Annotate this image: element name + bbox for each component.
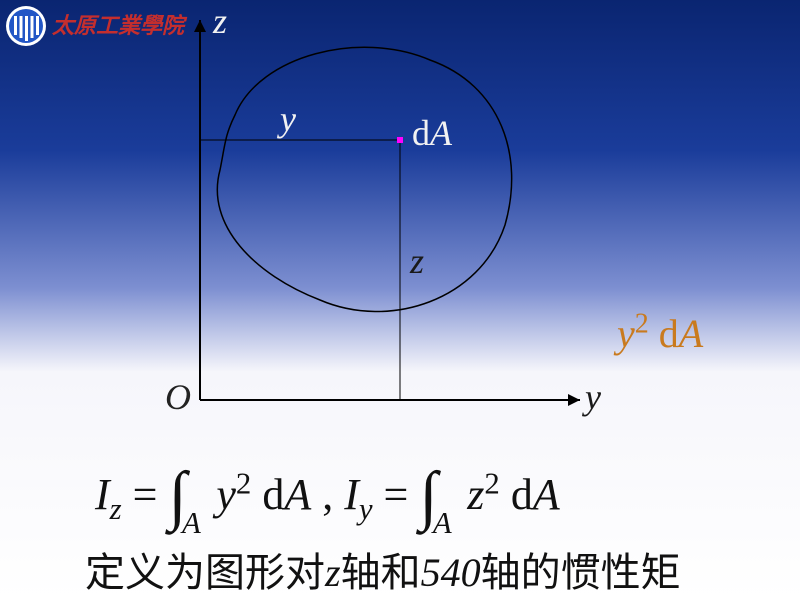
integrand-highlight: y2 dA	[617, 310, 703, 357]
slide-root: 太原工業學院 O y z y z dA y2 dA Iz = ∫A y2 dA …	[0, 0, 800, 600]
origin-label: O	[165, 376, 191, 418]
institution-name: 太原工業學院	[52, 8, 184, 40]
y-axis-label: y	[585, 376, 601, 418]
y-coordinate-label: y	[280, 98, 296, 140]
differential-area-label: dA	[412, 112, 452, 154]
moment-of-inertia-formula: Iz = ∫A y2 dA , Iy = ∫A z2 dA	[95, 450, 560, 526]
z-coordinate-label: z	[410, 240, 424, 282]
definition-caption: 定义为图形对z轴和540轴的惯性矩	[85, 540, 681, 598]
z-axis-label: z	[213, 0, 227, 42]
